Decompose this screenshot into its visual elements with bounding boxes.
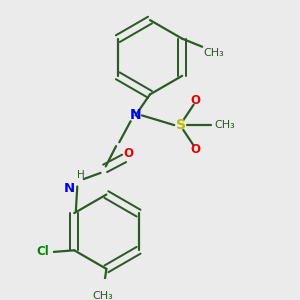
Text: N: N xyxy=(130,108,141,122)
Text: CH₃: CH₃ xyxy=(93,292,113,300)
Text: H: H xyxy=(77,170,85,180)
Text: CH₃: CH₃ xyxy=(214,120,236,130)
Text: CH₃: CH₃ xyxy=(203,48,224,59)
Text: Cl: Cl xyxy=(37,245,49,258)
Text: N: N xyxy=(64,182,75,195)
Text: S: S xyxy=(176,118,186,132)
Text: O: O xyxy=(190,143,200,156)
Text: O: O xyxy=(190,94,200,107)
Text: O: O xyxy=(123,147,133,160)
